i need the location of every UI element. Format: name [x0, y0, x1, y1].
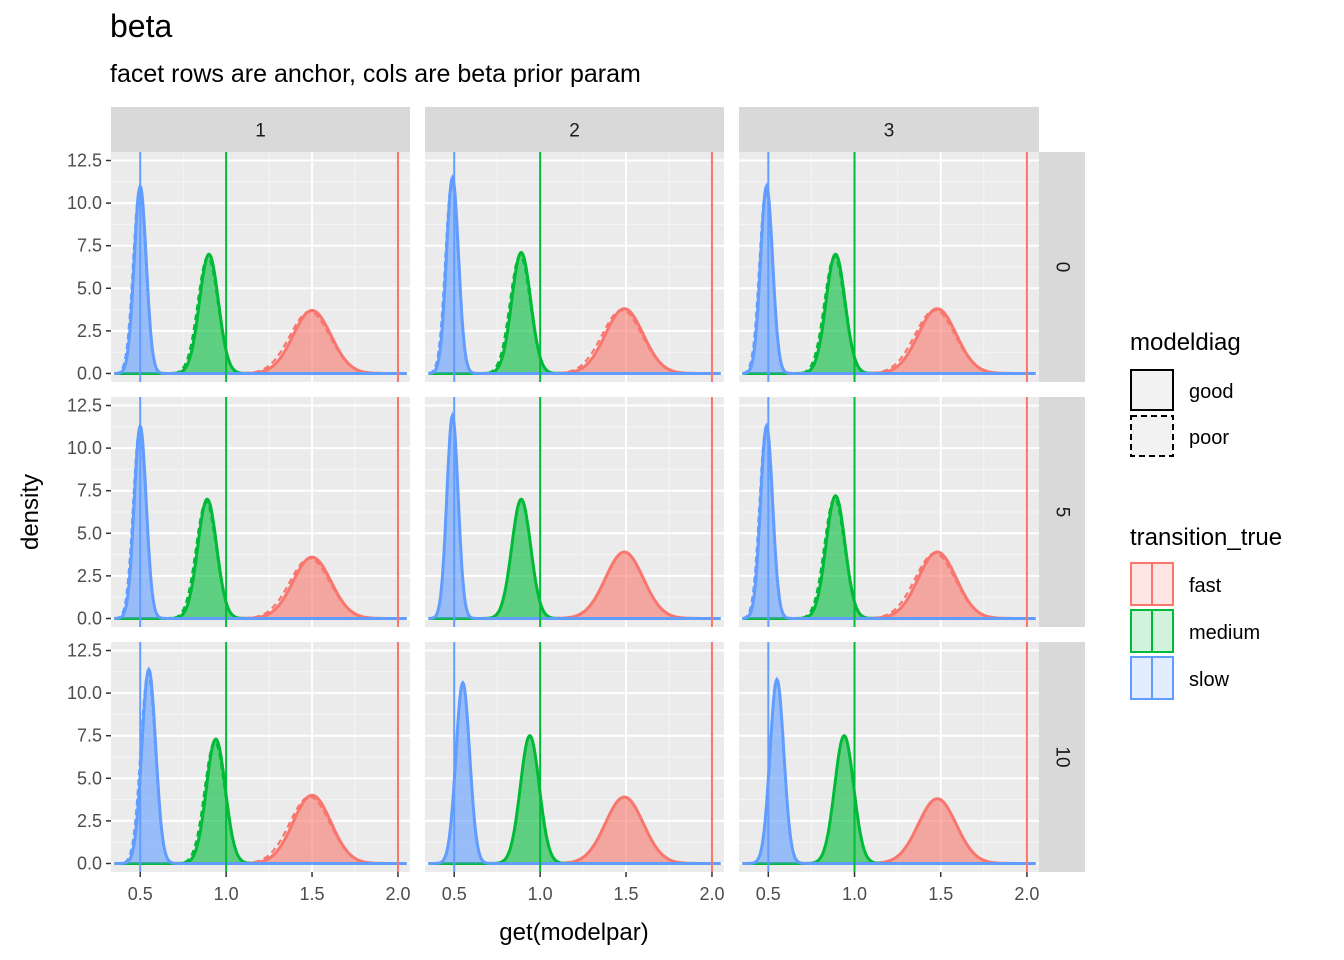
density-area-fast [114, 557, 407, 619]
facet-col-label: 3 [884, 121, 895, 142]
legend-title-transition: transition_true [1130, 524, 1282, 551]
y-tick-label: 10.0 [67, 438, 102, 458]
chart-title: beta [110, 8, 173, 44]
legend-label-slow: slow [1189, 669, 1230, 691]
density-line-poor-slow [114, 187, 407, 375]
x-tick-label: 1.5 [300, 884, 325, 904]
density-line-slow [428, 680, 721, 865]
density-line-poor-slow [428, 179, 721, 375]
legend-label-fast: fast [1189, 575, 1222, 597]
density-area-fast [742, 308, 1036, 374]
y-tick-label: 10.0 [67, 683, 102, 703]
legend-key-poor [1130, 415, 1174, 457]
density-area-slow [428, 415, 721, 619]
y-axis-title: density [17, 474, 44, 550]
density-area-slow [742, 426, 1036, 619]
y-tick-label: 7.5 [77, 481, 102, 501]
y-tick-label: 12.5 [67, 641, 102, 661]
density-area-fast [114, 795, 407, 864]
y-tick-label: 5.0 [77, 523, 102, 543]
y-tick-label: 10.0 [67, 193, 102, 213]
density-area-slow [742, 679, 1036, 864]
density-line-poor-fast [114, 557, 407, 620]
density-line-poor-slow [114, 427, 407, 620]
x-tick-label: 0.5 [756, 884, 781, 904]
y-tick-label: 5.0 [77, 278, 102, 298]
facet-col-strip [425, 107, 724, 152]
facet-row-strip [1039, 642, 1085, 872]
y-tick-label: 2.5 [77, 566, 102, 586]
density-area-fast [428, 797, 721, 864]
density-line-poor-fast [428, 308, 721, 375]
x-axis-title: get(modelpar) [499, 919, 648, 946]
density-line-poor-fast [114, 795, 407, 865]
density-area-slow [114, 426, 407, 619]
x-tick-label: 2.0 [1014, 884, 1039, 904]
facet-row-strip [1039, 397, 1085, 627]
density-line-slow [742, 676, 1036, 865]
density-line-poor-slow [114, 670, 407, 865]
x-tick-label: 1.0 [842, 884, 867, 904]
legend-title-modeldiag: modeldiag [1130, 329, 1241, 356]
density-area-fast [742, 552, 1036, 619]
density-area-fast [742, 798, 1036, 864]
x-tick-label: 1.5 [614, 884, 639, 904]
density-area-fast [428, 308, 721, 374]
chart-subtitle: facet rows are anchor, cols are beta pri… [110, 60, 641, 88]
legend-label-medium: medium [1189, 622, 1260, 644]
y-tick-label: 7.5 [77, 726, 102, 746]
y-tick-label: 2.5 [77, 321, 102, 341]
y-tick-label: 0.0 [77, 608, 102, 628]
x-tick-label: 1.0 [528, 884, 553, 904]
density-line-slow [428, 411, 721, 620]
x-tick-label: 2.0 [699, 884, 724, 904]
density-area-fast [114, 310, 407, 374]
density-area-fast [428, 552, 721, 619]
facet-row-label: 5 [1052, 507, 1073, 518]
density-area-slow [428, 177, 721, 374]
density-area-slow [742, 186, 1036, 374]
density-line-poor-fast [114, 310, 407, 375]
x-tick-label: 0.5 [442, 884, 467, 904]
facet-col-strip [111, 107, 410, 152]
facet-row-label: 0 [1052, 262, 1073, 273]
x-tick-label: 1.0 [214, 884, 239, 904]
legend-key-good [1130, 369, 1174, 411]
facet-col-strip [739, 107, 1039, 152]
density-area-slow [114, 186, 407, 374]
legend-label-good: good [1189, 381, 1234, 403]
density-area-slow [114, 669, 407, 864]
y-tick-label: 12.5 [67, 396, 102, 416]
y-tick-label: 5.0 [77, 768, 102, 788]
y-tick-label: 0.0 [77, 363, 102, 383]
x-tick-label: 1.5 [928, 884, 953, 904]
density-line-poor-slow [742, 427, 1036, 620]
y-tick-label: 7.5 [77, 236, 102, 256]
facet-col-label: 1 [255, 121, 266, 142]
y-tick-label: 0.0 [77, 853, 102, 873]
legend-label-poor: poor [1189, 427, 1229, 449]
density-line-poor-slow [742, 187, 1036, 375]
facet-row-strip [1039, 152, 1085, 382]
y-tick-label: 2.5 [77, 811, 102, 831]
facet-col-label: 2 [569, 121, 580, 142]
density-area-slow [428, 682, 721, 864]
facet-row-label: 10 [1052, 746, 1073, 767]
x-tick-label: 0.5 [128, 884, 153, 904]
x-tick-label: 2.0 [385, 884, 410, 904]
y-tick-label: 12.5 [67, 151, 102, 171]
